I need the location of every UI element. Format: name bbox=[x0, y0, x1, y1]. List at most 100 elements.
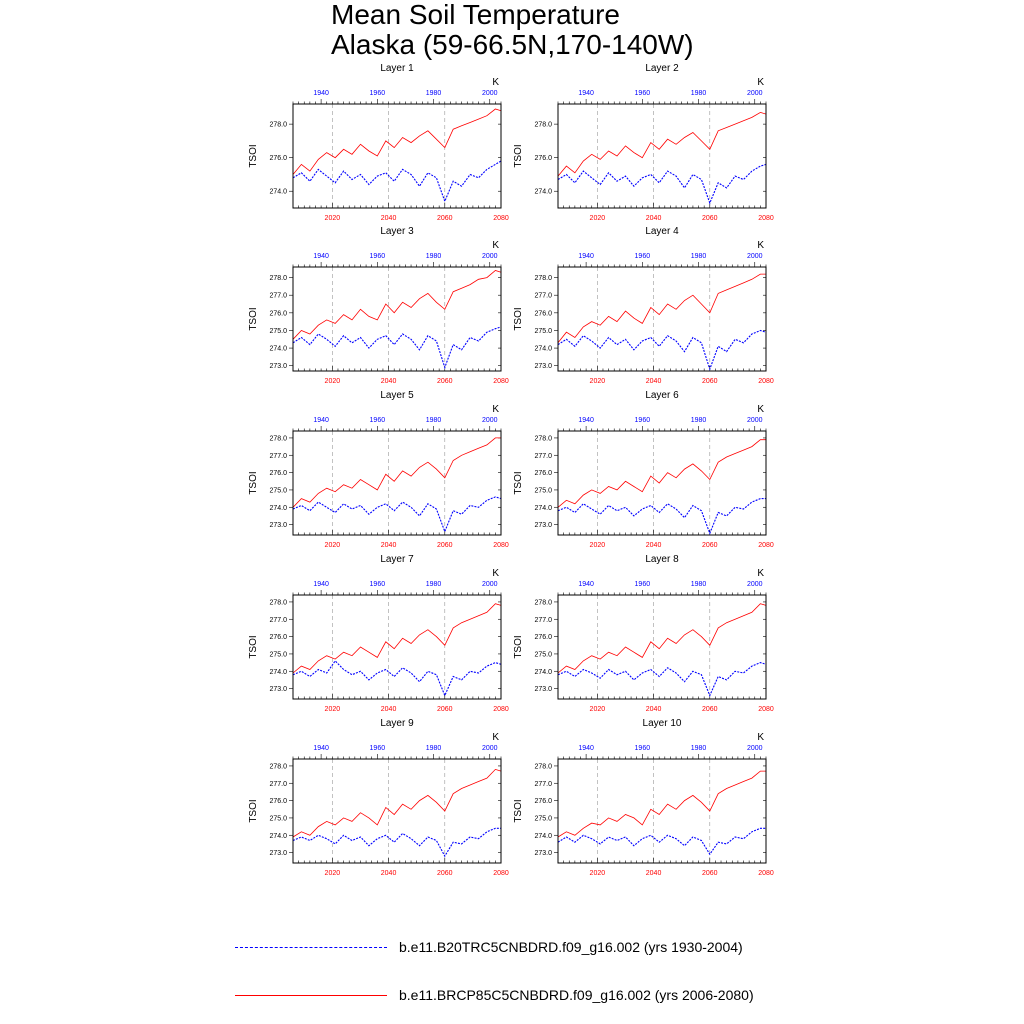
y-axis-label: TSOI bbox=[248, 471, 259, 494]
x-bottom-tick-label: 2020 bbox=[325, 378, 341, 385]
y-tick-label: 276.0 bbox=[269, 155, 287, 162]
y-tick-label: 274.0 bbox=[534, 505, 552, 512]
y-axis-label: TSOI bbox=[248, 144, 259, 167]
page-title: Mean Soil Temperature Alaska (59-66.5N,1… bbox=[331, 0, 694, 60]
y-tick-label: 274.0 bbox=[269, 505, 287, 512]
series-future-line bbox=[557, 439, 766, 508]
x-top-tick-label: 1960 bbox=[370, 90, 386, 97]
series-future-line bbox=[557, 273, 766, 344]
x-bottom-tick-label: 2040 bbox=[381, 706, 397, 713]
chart-title: Layer 6 bbox=[645, 390, 679, 401]
y-tick-label: 278.0 bbox=[269, 599, 287, 606]
plot-frame bbox=[292, 594, 502, 700]
x-bottom-tick-label: 2080 bbox=[493, 870, 509, 877]
chart-title: Layer 2 bbox=[645, 63, 679, 74]
title-line-1: Mean Soil Temperature bbox=[331, 0, 620, 30]
x-bottom-tick-label: 2060 bbox=[702, 215, 718, 222]
x-top-tick-label: 1980 bbox=[691, 581, 707, 588]
chart-title: Layer 10 bbox=[643, 718, 682, 729]
x-bottom-tick-label: 2040 bbox=[646, 378, 662, 385]
legend-historical: b.e11.B20TRC5CNBDRD.f09_g16.002 (yrs 193… bbox=[235, 937, 743, 957]
y-tick-label: 275.0 bbox=[534, 815, 552, 822]
y-tick-label: 275.0 bbox=[269, 487, 287, 494]
x-top-tick-label: 1960 bbox=[370, 581, 386, 588]
y-axis-label: TSOI bbox=[513, 471, 524, 494]
y-tick-label: 275.0 bbox=[269, 328, 287, 335]
x-bottom-tick-label: 2020 bbox=[590, 215, 606, 222]
x-bottom-tick-label: 2020 bbox=[590, 378, 606, 385]
series-future-line bbox=[292, 437, 501, 508]
x-top-tick-label: 1980 bbox=[691, 745, 707, 752]
series-historical-line bbox=[557, 329, 767, 371]
y-tick-label: 276.0 bbox=[269, 798, 287, 805]
x-bottom-tick-label: 2080 bbox=[758, 870, 774, 877]
legend-future-swatch bbox=[235, 994, 387, 996]
y-tick-label: 273.0 bbox=[534, 522, 552, 529]
x-bottom-tick-label: 2060 bbox=[702, 542, 718, 549]
y-tick-label: 276.0 bbox=[534, 634, 552, 641]
x-bottom-tick-label: 2080 bbox=[758, 215, 774, 222]
chart-layer-5: Layer 5 K TSOI 273.0 274.0 275.0 276.0 277.0 278… bbox=[248, 390, 509, 549]
series-historical-line bbox=[557, 662, 767, 697]
chart-layer-10: Layer 10 K TSOI 273.0 274.0 275.0 276.0 277.0 27… bbox=[513, 718, 774, 877]
units-label: K bbox=[492, 568, 499, 579]
x-bottom-tick-label: 2060 bbox=[702, 706, 718, 713]
x-bottom-tick-label: 2040 bbox=[381, 215, 397, 222]
plot-frame bbox=[292, 758, 502, 864]
y-tick-label: 276.0 bbox=[534, 470, 552, 477]
series-historical-line bbox=[292, 160, 502, 203]
series-future-line bbox=[557, 770, 766, 838]
x-top-tick-label: 1980 bbox=[426, 253, 442, 260]
series-historical-line bbox=[557, 827, 766, 856]
units-label: K bbox=[757, 732, 764, 743]
units-label: K bbox=[492, 404, 499, 415]
y-axis-label: TSOI bbox=[248, 635, 259, 658]
x-bottom-tick-label: 2060 bbox=[437, 215, 453, 222]
legend-historical-swatch bbox=[235, 946, 387, 948]
units-label: K bbox=[757, 404, 764, 415]
chart-layer-1: Layer 1 K TSOI 274.0 276.0 278.0 2020 2040 2060 2… bbox=[248, 63, 509, 222]
x-bottom-tick-label: 2080 bbox=[493, 706, 509, 713]
x-top-tick-label: 1940 bbox=[578, 253, 594, 260]
x-top-tick-label: 1940 bbox=[313, 253, 329, 260]
x-bottom-tick-label: 2060 bbox=[437, 870, 453, 877]
y-tick-label: 277.0 bbox=[534, 781, 552, 788]
y-tick-label: 277.0 bbox=[269, 617, 287, 624]
chart-layer-2: Layer 2 K TSOI 274.0 276.0 278.0 2020 2040 2060 2… bbox=[513, 63, 774, 222]
x-top-tick-label: 2000 bbox=[747, 581, 763, 588]
y-tick-label: 273.0 bbox=[534, 686, 552, 693]
chart-title: Layer 3 bbox=[380, 226, 414, 237]
x-top-tick-label: 1960 bbox=[635, 745, 651, 752]
x-top-tick-label: 1980 bbox=[426, 90, 442, 97]
plot-frame bbox=[557, 430, 767, 536]
x-top-tick-label: 2000 bbox=[482, 253, 498, 260]
y-tick-label: 278.0 bbox=[534, 599, 552, 606]
x-top-tick-label: 2000 bbox=[747, 90, 763, 97]
x-top-tick-label: 1980 bbox=[691, 90, 707, 97]
series-future-line bbox=[292, 603, 502, 674]
units-label: K bbox=[492, 732, 499, 743]
chart-panels: Layer 1 K TSOI 274.0 276.0 278.0 2020 2040 2060 2… bbox=[248, 63, 774, 877]
series-future-line bbox=[557, 111, 767, 177]
y-tick-label: 275.0 bbox=[269, 651, 287, 658]
plot-frame bbox=[557, 758, 767, 864]
x-bottom-tick-label: 2060 bbox=[702, 870, 718, 877]
x-top-tick-label: 1940 bbox=[313, 417, 329, 424]
x-top-tick-label: 1980 bbox=[426, 745, 442, 752]
y-tick-label: 274.0 bbox=[534, 669, 552, 676]
x-top-tick-label: 1980 bbox=[691, 417, 707, 424]
series-historical-line bbox=[292, 827, 501, 858]
title-line-2: Alaska (59-66.5N,170-140W) bbox=[331, 29, 694, 60]
x-top-tick-label: 1940 bbox=[578, 90, 594, 97]
y-tick-label: 276.0 bbox=[534, 310, 552, 317]
y-tick-label: 274.0 bbox=[534, 346, 552, 353]
y-tick-label: 274.0 bbox=[534, 833, 552, 840]
x-bottom-tick-label: 2080 bbox=[758, 378, 774, 385]
chart-title: Layer 4 bbox=[645, 226, 679, 237]
x-bottom-tick-label: 2020 bbox=[325, 542, 341, 549]
x-bottom-tick-label: 2060 bbox=[437, 706, 453, 713]
x-bottom-tick-label: 2020 bbox=[590, 542, 606, 549]
y-tick-label: 274.0 bbox=[269, 189, 287, 196]
x-bottom-tick-label: 2040 bbox=[381, 378, 397, 385]
units-label: K bbox=[492, 240, 499, 251]
